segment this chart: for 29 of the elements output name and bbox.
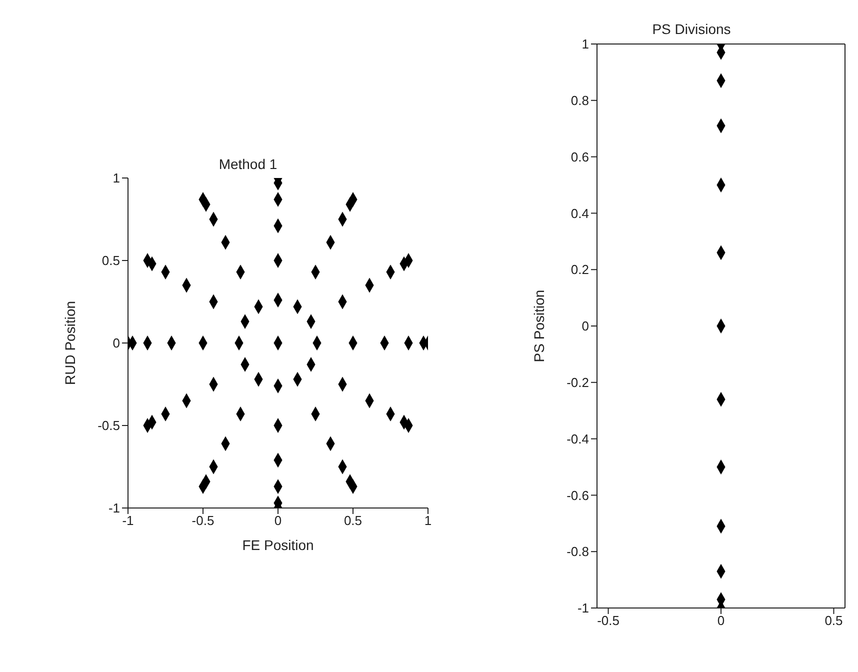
x-tick-label: 0 (717, 613, 725, 628)
x-tick-label: 0 (274, 513, 282, 528)
y-tick-label: -0.4 (566, 431, 589, 446)
y-tick-label: 0 (112, 336, 120, 351)
y-tick-label: 0.4 (570, 206, 589, 221)
y-axis-title: RUD Position (62, 300, 78, 386)
y-tick-label: 0.6 (570, 149, 589, 164)
x-tick-label: 0.5 (824, 613, 843, 628)
x-tick-label: 1 (424, 513, 432, 528)
y-tick-label: -0.8 (566, 544, 589, 560)
y-tick-label: 0.8 (570, 93, 589, 108)
y-tick-label: 1 (582, 36, 589, 52)
y-tick-label: 0.2 (570, 262, 589, 278)
x-tick-label: -0.5 (192, 513, 214, 528)
y-axis-title: PS Position (530, 290, 547, 362)
y-tick-label: -1 (577, 600, 589, 616)
y-tick-label: 0 (582, 318, 589, 334)
y-tick-label: -0.6 (566, 488, 589, 503)
chart-title: PS Divisions (651, 21, 732, 37)
y-tick-label: -0.2 (566, 375, 589, 390)
x-tick-label: 0.5 (344, 513, 362, 528)
x-axis-title: FE Position (242, 537, 314, 553)
y-tick-label: 1 (112, 170, 120, 186)
y-tick-label: -1 (108, 500, 120, 516)
x-tick-label: -0.5 (597, 613, 620, 628)
chart-title: Method 1 (218, 156, 278, 172)
x-tick-label: -1 (122, 513, 134, 528)
y-tick-label: 0.5 (102, 253, 120, 268)
y-tick-label: -0.5 (98, 418, 120, 434)
